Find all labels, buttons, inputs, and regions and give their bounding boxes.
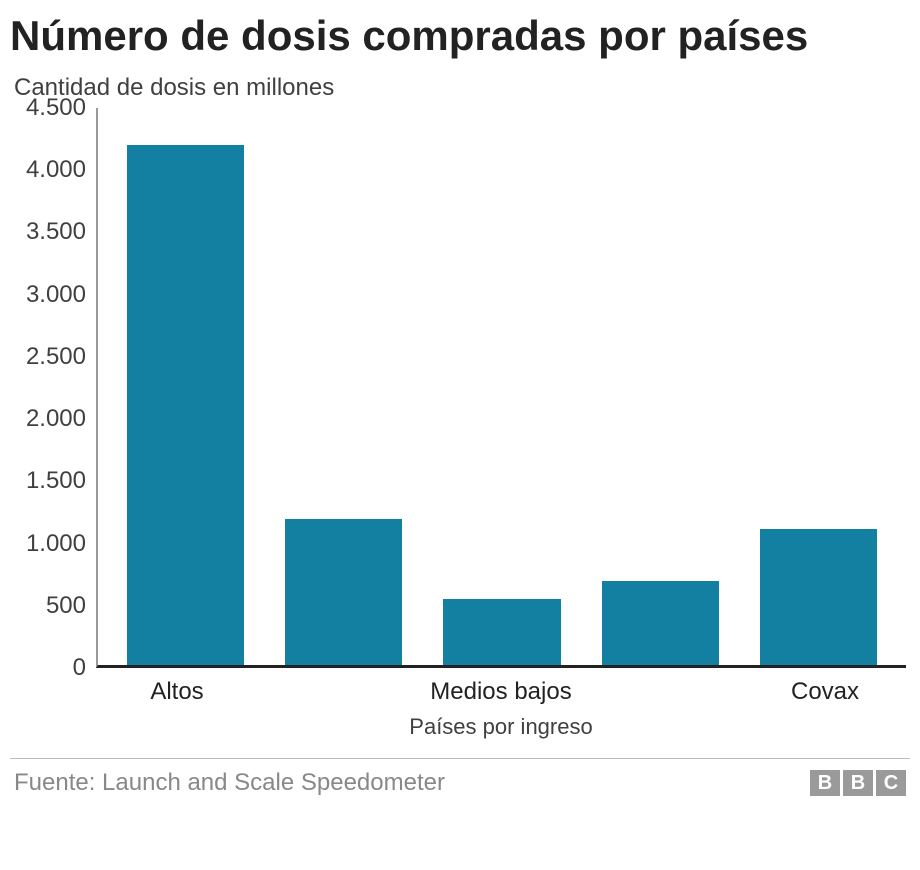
footer-rule <box>10 758 910 759</box>
chart-area: 05001.0001.5002.0002.5003.0003.5004.0004… <box>10 108 910 728</box>
source-text: Fuente: Launch and Scale Speedometer <box>14 769 445 797</box>
chart-title: Número de dosis compradas por países <box>10 12 910 60</box>
bar <box>760 529 877 665</box>
bar-slot <box>423 108 581 665</box>
y-tick-label: 3.500 <box>26 218 86 246</box>
y-tick-label: 1.000 <box>26 530 86 558</box>
bar <box>602 581 719 665</box>
x-axis-labels: Altos Medios bajos Covax <box>96 678 906 706</box>
x-tick-label: Medios bajos <box>420 678 582 706</box>
y-tick-label: 0 <box>73 654 86 682</box>
chart-footer: Fuente: Launch and Scale Speedometer BBC <box>10 769 910 801</box>
chart-subtitle: Cantidad de dosis en millones <box>14 74 910 102</box>
x-tick-label: Altos <box>96 678 258 706</box>
bar-slot <box>581 108 739 665</box>
y-tick-label: 4.500 <box>26 94 86 122</box>
bbc-logo-box: B <box>810 770 840 796</box>
bar-slot <box>740 108 898 665</box>
bar <box>443 599 560 665</box>
y-axis: 05001.0001.5002.0002.5003.0003.5004.0004… <box>10 108 90 668</box>
x-tick-label <box>258 678 420 706</box>
y-tick-label: 1.500 <box>26 467 86 495</box>
x-axis-title: Países por ingreso <box>96 714 906 740</box>
y-tick-label: 2.000 <box>26 405 86 433</box>
bar-slot <box>264 108 422 665</box>
plot-area <box>96 108 906 668</box>
bar <box>285 519 402 665</box>
bbc-logo-box: C <box>876 770 906 796</box>
y-tick-label: 3.000 <box>26 281 86 309</box>
y-tick-label: 4.000 <box>26 156 86 184</box>
bar-slot <box>106 108 264 665</box>
bbc-logo-box: B <box>843 770 873 796</box>
bbc-logo: BBC <box>810 770 906 796</box>
y-tick-label: 2.500 <box>26 343 86 371</box>
x-tick-label <box>582 678 744 706</box>
y-tick-label: 500 <box>46 592 86 620</box>
bars-container <box>98 108 906 665</box>
x-tick-label: Covax <box>744 678 906 706</box>
bar <box>127 145 244 665</box>
